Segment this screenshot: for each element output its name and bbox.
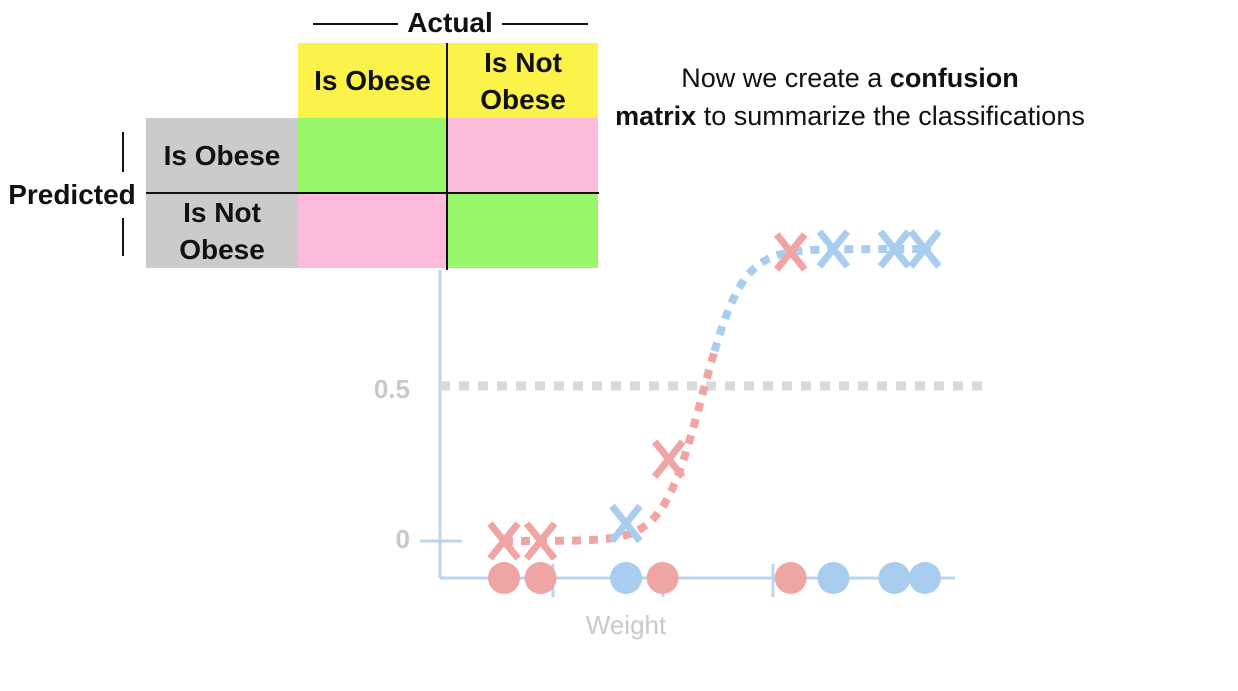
prediction-x-mark-7 xyxy=(877,229,912,269)
row-header-is-obese: Is Obese xyxy=(146,118,298,193)
data-point-dot-4 xyxy=(646,562,679,594)
actual-bracket-right xyxy=(502,23,588,25)
actual-label: Actual xyxy=(407,7,493,38)
prediction-x-mark-5 xyxy=(773,232,808,272)
row-header-is-not-obese: Is Not Obese xyxy=(146,193,298,268)
data-point-dot-6 xyxy=(817,562,850,594)
data-point-dot-2 xyxy=(524,562,557,594)
y-tick-label-high: 0.5 xyxy=(374,374,410,404)
prediction-x-mark-1 xyxy=(487,521,521,561)
note-bold-confusion: confusion xyxy=(889,63,1019,93)
explanation-text: Now we create a confusion matrix to summa… xyxy=(600,59,1100,135)
col-header-is-obese: Is Obese xyxy=(298,43,447,118)
cell-false-negative xyxy=(298,193,447,268)
prediction-x-mark-3 xyxy=(609,503,643,544)
data-point-dot-3 xyxy=(610,562,642,594)
actual-bracket-left xyxy=(313,23,398,25)
predicted-bracket-bottom xyxy=(122,218,124,256)
data-point-dot-8 xyxy=(908,562,941,594)
matrix-vertical-divider xyxy=(446,43,448,270)
note-text-1: Now we create a xyxy=(681,63,890,93)
curve-segment-not-obese-side xyxy=(710,245,931,353)
x-axis-label: Weight xyxy=(586,610,667,640)
matrix-horizontal-divider xyxy=(146,192,599,194)
data-point-dot-7 xyxy=(878,562,911,594)
y-tick-label-low: 0 xyxy=(396,524,410,554)
prediction-x-mark-8 xyxy=(908,229,942,269)
data-point-dot-5 xyxy=(774,562,807,594)
predicted-bracket-top xyxy=(122,132,124,172)
predicted-label: Predicted xyxy=(8,179,136,210)
note-text-2: to summarize the classifications xyxy=(696,101,1085,131)
prediction-x-mark-6 xyxy=(816,229,851,269)
prediction-x-mark-4 xyxy=(651,439,686,479)
cell-true-negative xyxy=(448,193,598,268)
prediction-x-mark-2 xyxy=(523,521,558,561)
cell-true-positive xyxy=(298,118,447,193)
data-point-dot-1 xyxy=(488,562,520,594)
col-header-is-not-obese: Is Not Obese xyxy=(448,43,598,118)
cell-false-positive xyxy=(448,118,598,193)
note-bold-matrix: matrix xyxy=(615,101,697,131)
